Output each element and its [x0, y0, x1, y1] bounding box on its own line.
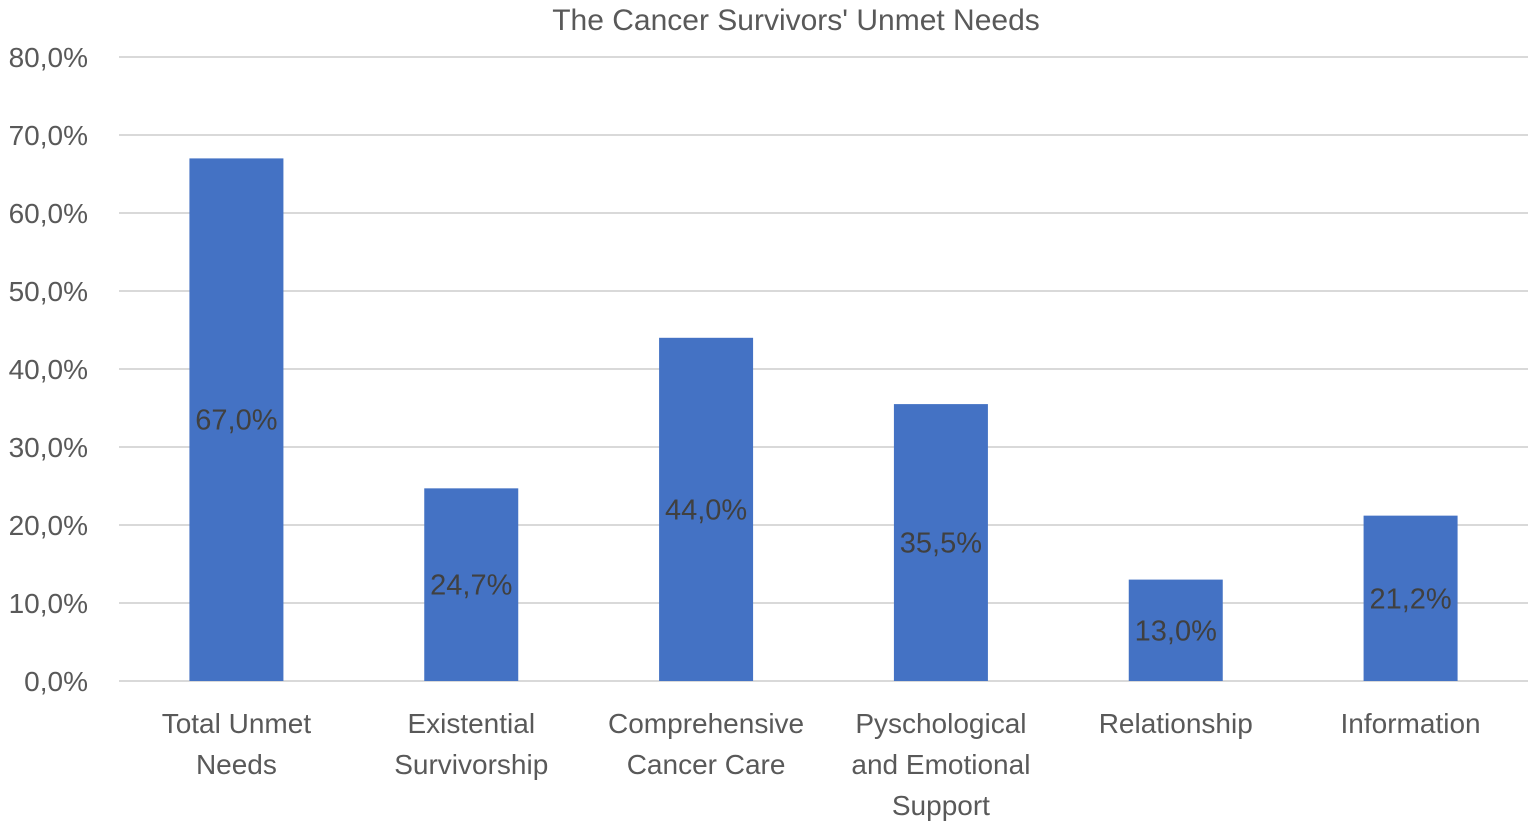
data-label: 67,0%	[195, 405, 277, 437]
chart-title: The Cancer Survivors' Unmet Needs	[552, 4, 1040, 37]
y-tick-label: 50,0%	[9, 276, 88, 307]
x-category-label: Information	[1341, 708, 1481, 739]
y-tick-label: 10,0%	[9, 588, 88, 619]
gridlines	[119, 56, 1528, 682]
x-category-label: Relationship	[1099, 708, 1253, 739]
bars	[189, 158, 1458, 681]
data-label: 44,0%	[665, 494, 747, 526]
y-tick-label: 60,0%	[9, 198, 88, 229]
y-axis-ticks: 0,0% 10,0% 20,0% 30,0% 40,0% 50,0% 60,0% 70,0% 8…	[9, 42, 88, 697]
bar	[659, 337, 754, 681]
data-label: 21,2%	[1369, 583, 1451, 615]
y-tick-label: 30,0%	[9, 432, 88, 463]
bar	[189, 158, 284, 681]
y-tick-label: 70,0%	[9, 120, 88, 151]
bar	[893, 404, 988, 681]
bar	[1363, 515, 1458, 681]
data-label: 24,7%	[430, 570, 512, 602]
x-category-label: Total Unmet Needs	[162, 708, 312, 780]
data-labels: 67,0% 24,7% 44,0% 35,5% 13,0% 21,2%	[195, 405, 1451, 648]
bar	[1128, 579, 1223, 681]
y-tick-label: 80,0%	[9, 42, 88, 73]
data-label: 13,0%	[1135, 615, 1217, 647]
x-category-label: Comprehensive Cancer Care	[608, 708, 804, 780]
y-tick-label: 20,0%	[9, 510, 88, 541]
bar	[424, 488, 519, 681]
y-tick-label: 0,0%	[24, 666, 88, 697]
y-tick-label: 40,0%	[9, 354, 88, 385]
x-axis-categories: Total Unmet Needs Existential Survivorship C…	[162, 708, 1481, 821]
data-label: 35,5%	[900, 528, 982, 560]
x-category-label: Existential Survivorship	[394, 708, 548, 780]
x-category-label: Pyschological and Emotional Support	[851, 708, 1030, 821]
